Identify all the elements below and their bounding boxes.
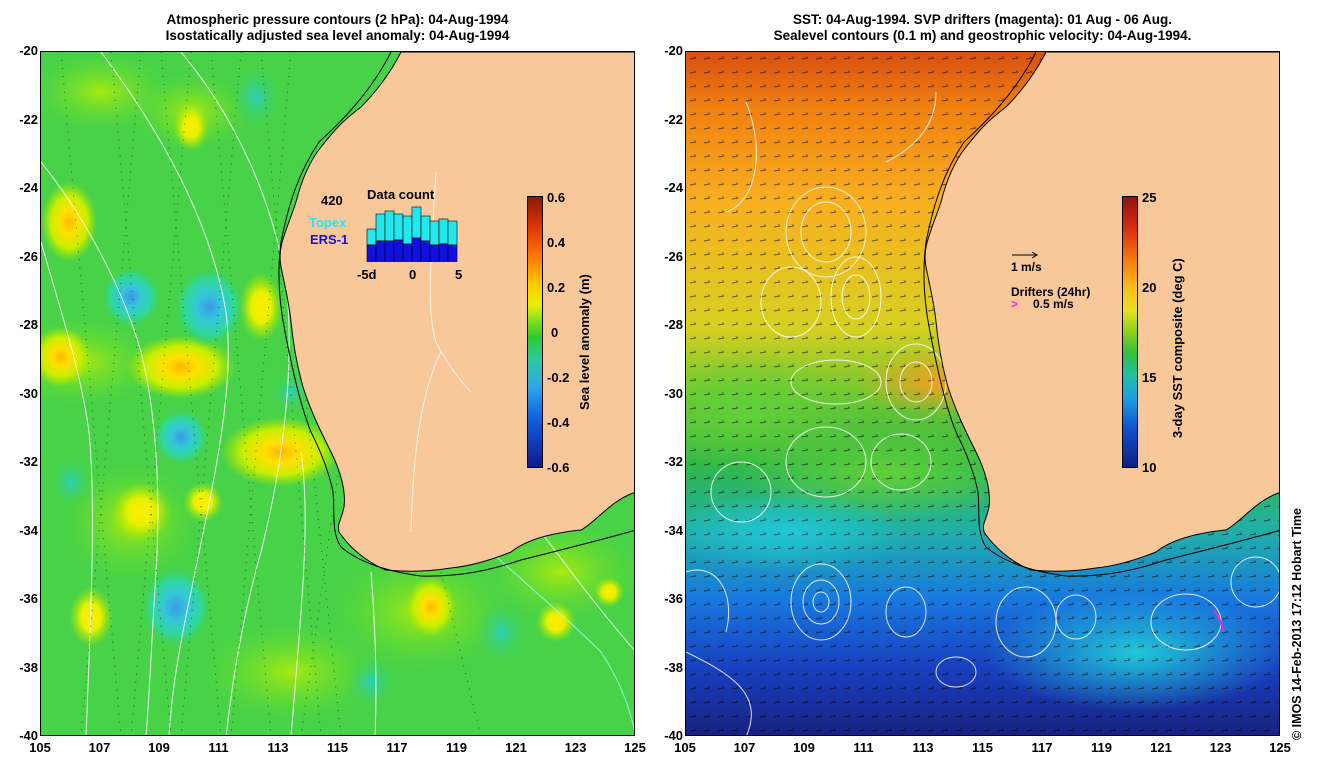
- left-ytick: -22: [19, 111, 38, 127]
- left-xtick: 107: [88, 740, 111, 755]
- sea-level-tick-3: 0: [551, 325, 559, 340]
- right-xtick: 117: [1031, 740, 1053, 755]
- left-xtick: 113: [267, 740, 289, 755]
- left-ytick: -36: [19, 591, 38, 606]
- right-ytick: -28: [664, 317, 683, 332]
- sea-level-anomaly-map[interactable]: Data count 420 Topex ERS-1 -5d 0 5 0: [40, 51, 635, 736]
- sst-tick-10: 10: [1142, 460, 1157, 475]
- left-ytick: -38: [19, 659, 38, 675]
- right-xtick: 115: [972, 740, 993, 755]
- left-title-line1: Atmospheric pressure contours (2 hPa): 0…: [166, 12, 509, 27]
- sea-level-tick-0: 0.6: [547, 190, 566, 205]
- data-count-xtick-mid: 0: [409, 267, 417, 282]
- right-ytick: -30: [664, 385, 683, 401]
- right-ytick: -24: [664, 180, 683, 195]
- sst-tick-25: 25: [1142, 190, 1157, 205]
- right-ytick: -20: [664, 43, 683, 58]
- sst-map[interactable]: 1 m/s Drifters (24hr) > 0.5 m/s 25 20 15…: [685, 51, 1280, 736]
- sst-tick-15: 15: [1142, 370, 1157, 385]
- left-ytick: -26: [19, 248, 38, 264]
- left-ytick: -34: [19, 522, 38, 538]
- right-xtick: 107: [733, 740, 756, 755]
- right-ytick: -22: [664, 111, 683, 127]
- left-ytick: -24: [19, 180, 38, 195]
- sea-level-tick-5: -0.4: [547, 415, 570, 430]
- drifter-legend-title: Drifters (24hr): [1011, 285, 1091, 299]
- left-ytick: -20: [19, 43, 38, 58]
- right-xtick: 109: [793, 740, 815, 755]
- left-map-title: Atmospheric pressure contours (2 hPa): 0…: [40, 12, 635, 44]
- left-xtick: 109: [148, 740, 170, 755]
- velocity-arrow-icon: [1012, 251, 1038, 259]
- right-ytick: -32: [664, 454, 683, 469]
- sea-level-tick-6: -0.6: [547, 460, 570, 475]
- sst-map-graphic: [686, 52, 1279, 735]
- sea-level-colorbar-gradient: [527, 196, 543, 468]
- left-ytick: -30: [19, 385, 38, 401]
- data-count-title: Data count: [367, 187, 435, 202]
- right-ytick: -38: [664, 659, 683, 675]
- data-count-inset: Data count 420 Topex ERS-1 -5d 0 5: [309, 187, 481, 287]
- left-xtick: 117: [386, 740, 408, 755]
- velocity-legend-label: 1 m/s: [1011, 260, 1042, 274]
- left-ytick: -40: [19, 728, 38, 743]
- right-ytick: -34: [664, 522, 683, 538]
- sea-level-colorbar: 0.6 0.4 0.2 0 -0.2 -0.4 -0.6 Sea level a…: [527, 190, 627, 476]
- right-title-line1: SST: 04-Aug-1994. SVP drifters (magenta)…: [792, 12, 1173, 27]
- sst-tick-20: 20: [1142, 280, 1157, 295]
- right-xtick: 111: [853, 740, 874, 755]
- sea-level-tick-2: 0.2: [547, 280, 566, 295]
- right-xtick: 121: [1150, 740, 1172, 755]
- drifter-arrow-icon: >: [1011, 297, 1019, 311]
- sea-level-map-graphic: [41, 52, 634, 735]
- left-ytick: -28: [19, 317, 38, 332]
- sst-colorbar-gradient: [1122, 196, 1138, 468]
- left-xtick: 115: [327, 740, 348, 755]
- sea-level-tick-4: -0.2: [547, 370, 570, 385]
- right-map-title: SST: 04-Aug-1994. SVP drifters (magenta)…: [685, 12, 1280, 44]
- right-xtick: 125: [1269, 740, 1291, 755]
- left-title-line2: Isostatically adjusted sea level anomaly…: [165, 28, 510, 43]
- left-xtick: 105: [29, 740, 51, 755]
- right-ytick: -36: [664, 591, 683, 606]
- data-count-xtick-start: -5d: [357, 267, 377, 282]
- right-ytick: -40: [664, 728, 683, 743]
- data-count-max: 420: [321, 193, 343, 208]
- left-xtick: 123: [564, 740, 587, 755]
- data-count-bars: [366, 206, 458, 262]
- right-xtick: 123: [1209, 740, 1232, 755]
- left-xtick: 119: [446, 740, 467, 755]
- sst-colorbar-title: 3-day SST composite (deg C): [1170, 258, 1185, 438]
- right-xtick: 119: [1091, 740, 1112, 755]
- right-xtick: 105: [674, 740, 696, 755]
- sst-colorbar: 25 20 15 10 3-day SST composite (deg C): [1122, 190, 1222, 476]
- left-xtick: 111: [208, 740, 229, 755]
- imos-credit: © IMOS 14-Feb-2013 17:12 Hobart Time: [1290, 508, 1304, 740]
- sea-level-colorbar-title: Sea level anomaly (m): [577, 274, 592, 410]
- right-title-line2: Sealevel contours (0.1 m) and geostrophi…: [773, 28, 1192, 43]
- left-xtick: 125: [624, 740, 646, 755]
- sea-level-tick-1: 0.4: [547, 235, 566, 250]
- drifter-legend-value: 0.5 m/s: [1033, 297, 1074, 311]
- right-xtick: 113: [912, 740, 934, 755]
- topex-label: Topex: [309, 215, 347, 230]
- left-xtick: 121: [505, 740, 527, 755]
- data-count-xtick-end: 5: [455, 267, 463, 282]
- ers1-label: ERS-1: [310, 232, 349, 247]
- left-ytick: -32: [19, 454, 38, 469]
- right-ytick: -26: [664, 248, 683, 264]
